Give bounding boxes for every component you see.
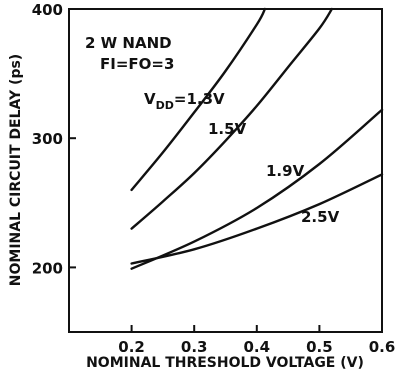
series-label-vdd-1.5: 1.5V [208, 120, 247, 138]
plot-frame [68, 8, 383, 333]
x-tick-label: 0.3 [181, 338, 208, 356]
annotation-line-2: FI=FO=3 [100, 55, 174, 73]
x-tick-label: 0.5 [306, 338, 333, 356]
y-tick-label: 300 [32, 130, 63, 148]
series-label-vdd-1.3: VDD=1.3V [144, 90, 225, 112]
vdd-1.9v-curve [130, 108, 384, 270]
x-tick-label: 0.4 [244, 338, 271, 356]
vdd-1.5v-curve [130, 7, 334, 230]
y-tick-label: 400 [32, 1, 63, 19]
series-label-vdd-1.9: 1.9V [266, 162, 305, 180]
series-group [130, 7, 384, 270]
x-axis-title: NOMINAL THRESHOLD VOLTAGE (V) [86, 355, 364, 371]
y-axis-title: NOMINAL CIRCUIT DELAY (ps) [8, 54, 24, 286]
tick-marks: 0.2 0.3 0.4 0.5 0.6 200 300 400 [32, 1, 396, 356]
vdd-2.5v-curve [130, 173, 384, 265]
x-tick-label: 0.6 [369, 338, 396, 356]
annotation-line-1: 2 W NAND [85, 34, 172, 52]
vdd-1.3v-curve [130, 7, 267, 192]
y-tick-label: 200 [32, 259, 63, 277]
x-tick-label: 0.2 [118, 338, 145, 356]
series-label-vdd-2.5: 2.5V [301, 208, 340, 226]
